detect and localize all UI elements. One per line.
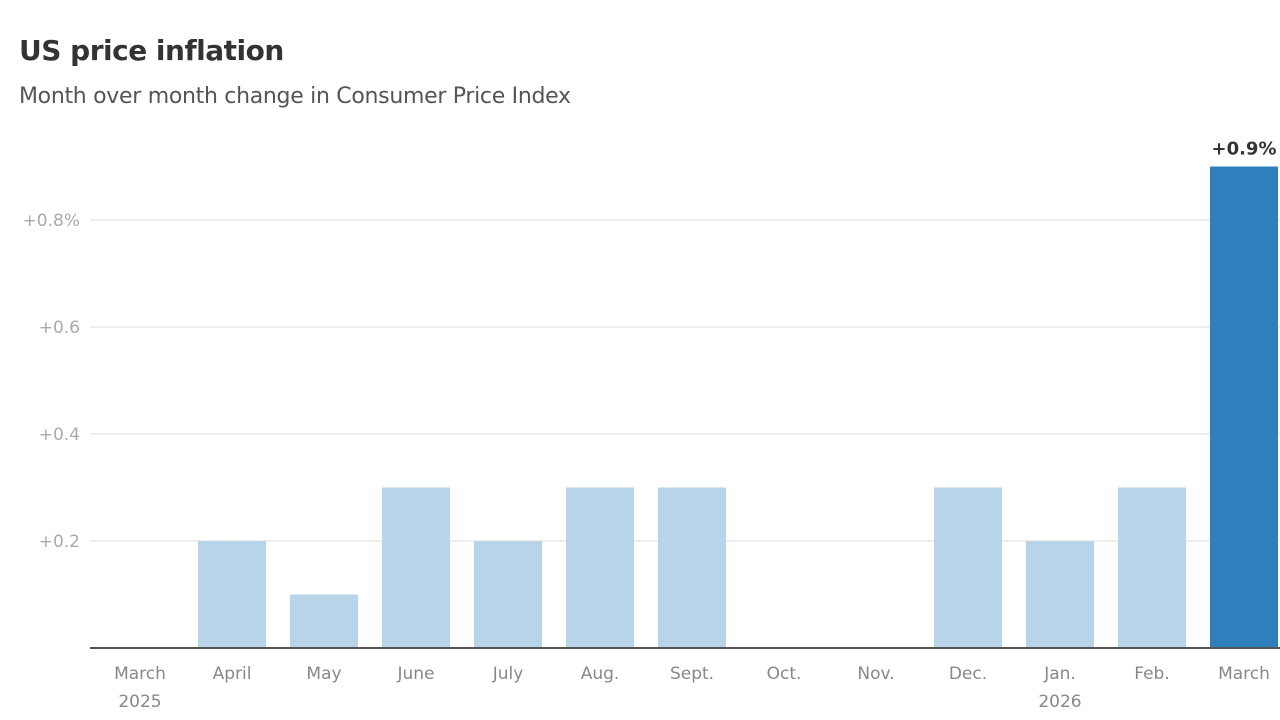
- bar: [290, 594, 358, 648]
- x-tick-label: 2025: [118, 692, 161, 712]
- x-tick-label: March: [1218, 664, 1270, 684]
- bar: [1210, 166, 1278, 648]
- bar: [1118, 487, 1186, 648]
- data-label: +0.9%: [1211, 139, 1276, 160]
- chart-title: US price inflation: [19, 34, 284, 67]
- bar: [934, 487, 1002, 648]
- y-tick-label: +0.4: [39, 425, 80, 445]
- y-tick-label: +0.8%: [23, 211, 80, 231]
- x-tick-label: Oct.: [767, 664, 802, 684]
- x-tick-label: Aug.: [581, 664, 620, 684]
- x-tick-label: July: [492, 664, 524, 684]
- bar: [198, 541, 266, 648]
- x-tick-label: 2026: [1038, 692, 1081, 712]
- x-tick-label: March: [114, 664, 166, 684]
- x-tick-label: Sept.: [670, 664, 714, 684]
- x-tick-label: April: [213, 664, 252, 684]
- x-tick-label: May: [306, 664, 341, 684]
- bar: [658, 487, 726, 648]
- x-tick-label: Jan.: [1043, 664, 1076, 684]
- bar: [382, 487, 450, 648]
- x-tick-label: Feb.: [1134, 664, 1170, 684]
- x-tick-label: Dec.: [949, 664, 987, 684]
- bar: [566, 487, 634, 648]
- x-tick-label: Nov.: [857, 664, 894, 684]
- bar: [474, 541, 542, 648]
- chart-subtitle: Month over month change in Consumer Pric…: [19, 84, 571, 109]
- x-tick-label: June: [396, 664, 434, 684]
- y-tick-label: +0.6: [39, 318, 80, 338]
- bar: [1026, 541, 1094, 648]
- y-tick-label: +0.2: [39, 532, 80, 552]
